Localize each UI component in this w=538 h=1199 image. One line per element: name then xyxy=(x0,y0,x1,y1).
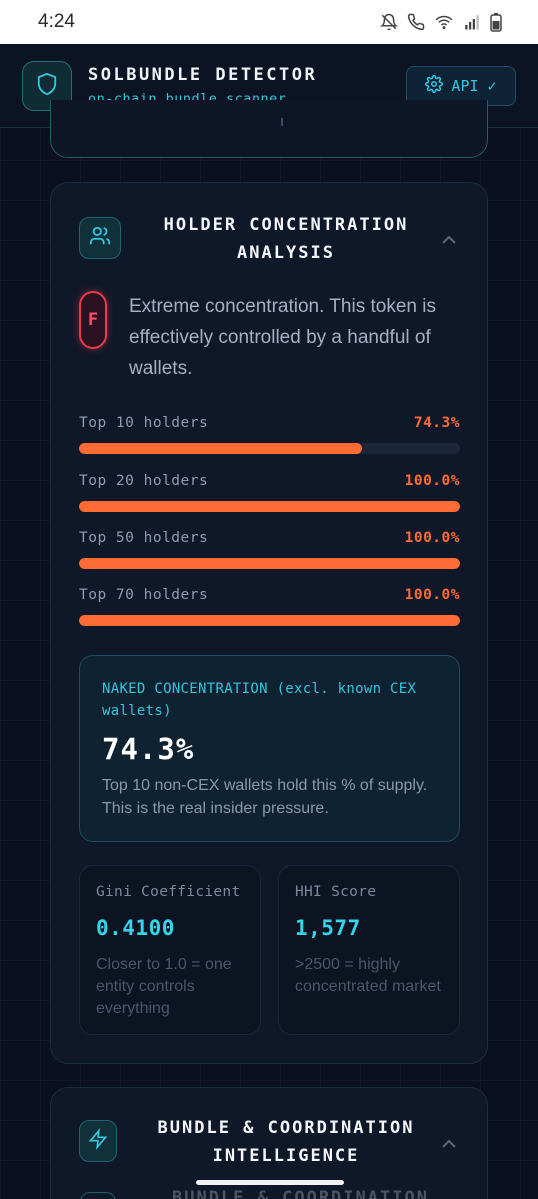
holder-row-top20: Top 20 holders 100.0% xyxy=(79,471,460,512)
hhi-label: HHI Score xyxy=(295,884,377,900)
card-title-line2: ANALYSIS xyxy=(237,243,335,263)
progress-track xyxy=(79,443,460,454)
progress-fill xyxy=(79,615,460,626)
app-title: SOLBUNDLE DETECTOR xyxy=(88,64,318,85)
wifi-icon xyxy=(434,13,454,31)
naked-concentration-value: 74.3% xyxy=(102,732,195,766)
progress-fill xyxy=(79,501,460,512)
lightning-icon-box xyxy=(79,1120,117,1162)
progress-track xyxy=(79,615,460,626)
card-title-line1: HOLDER CONCENTRATION xyxy=(163,215,409,235)
hhi-description: >2500 = highly concentrated market xyxy=(295,956,441,995)
naked-concentration-label: NAKED CONCENTRATION (excl. known CEX wal… xyxy=(102,681,417,719)
users-icon-box xyxy=(79,217,121,259)
holder-row-top70: Top 70 holders 100.0% xyxy=(79,585,460,626)
status-icons xyxy=(380,12,502,32)
grade-description: Extreme concentration. This token is eff… xyxy=(129,296,436,379)
grade-badge: F xyxy=(79,291,107,349)
ghost-section-title: BUNDLE & COORDINATION xyxy=(172,1188,429,1199)
hhi-value: 1,577 xyxy=(295,916,361,940)
holder-pct: 100.0% xyxy=(404,587,460,603)
home-indicator[interactable] xyxy=(196,1180,344,1185)
progress-track xyxy=(79,558,460,569)
progress-fill xyxy=(79,443,363,454)
previous-card xyxy=(50,100,488,158)
holder-label: Top 20 holders xyxy=(79,473,209,489)
chevron-up-icon[interactable] xyxy=(441,230,457,249)
lightning-icon xyxy=(88,1127,108,1154)
card-title[interactable]: HOLDER CONCENTRATION ANALYSIS xyxy=(151,211,421,267)
gini-coefficient-box: Gini Coefficient 0.4100 Closer to 1.0 = … xyxy=(79,865,261,1035)
users-icon xyxy=(89,225,111,251)
holder-label: Top 10 holders xyxy=(79,415,209,431)
wifi-call-icon xyxy=(407,13,425,31)
holder-pct: 74.3% xyxy=(413,415,460,431)
gini-label: Gini Coefficient xyxy=(96,884,241,900)
holder-pct: 100.0% xyxy=(404,530,460,546)
bundle-card-title-line2: INTELLIGENCE xyxy=(212,1146,360,1166)
shield-icon xyxy=(36,72,58,100)
api-label: API ✓ xyxy=(451,76,497,95)
holder-concentration-card: HOLDER CONCENTRATION ANALYSIS F Extreme … xyxy=(50,182,488,1064)
holder-label: Top 50 holders xyxy=(79,530,209,546)
gini-description: Closer to 1.0 = one entity controls ever… xyxy=(96,956,232,1017)
bundle-card-title-line1: BUNDLE & COORDINATION xyxy=(157,1118,415,1138)
holder-label: Top 70 holders xyxy=(79,587,209,603)
holder-row-top50: Top 50 holders 100.0% xyxy=(79,528,460,569)
progress-track xyxy=(79,501,460,512)
ghost-icon-box xyxy=(80,1192,116,1199)
signal-icon xyxy=(463,13,481,31)
hhi-score-box: HHI Score 1,577 >2500 = highly concentra… xyxy=(278,865,460,1035)
status-bar: 4:24 xyxy=(0,0,538,44)
gear-icon xyxy=(425,74,444,97)
holder-row-top10: Top 10 holders 74.3% xyxy=(79,413,460,454)
progress-fill xyxy=(79,558,460,569)
previous-card-fragment xyxy=(281,118,283,126)
naked-concentration-description: Top 10 non-CEX wallets hold this % of su… xyxy=(102,777,428,817)
holder-pct: 100.0% xyxy=(404,473,460,489)
gini-value: 0.4100 xyxy=(96,916,175,940)
naked-concentration-box: NAKED CONCENTRATION (excl. known CEX wal… xyxy=(79,655,460,842)
chevron-up-icon[interactable] xyxy=(441,1134,457,1153)
battery-icon xyxy=(490,12,502,32)
status-time: 4:24 xyxy=(38,11,75,32)
bundle-card-title[interactable]: BUNDLE & COORDINATION INTELLIGENCE xyxy=(151,1114,421,1170)
mute-icon xyxy=(380,13,398,31)
